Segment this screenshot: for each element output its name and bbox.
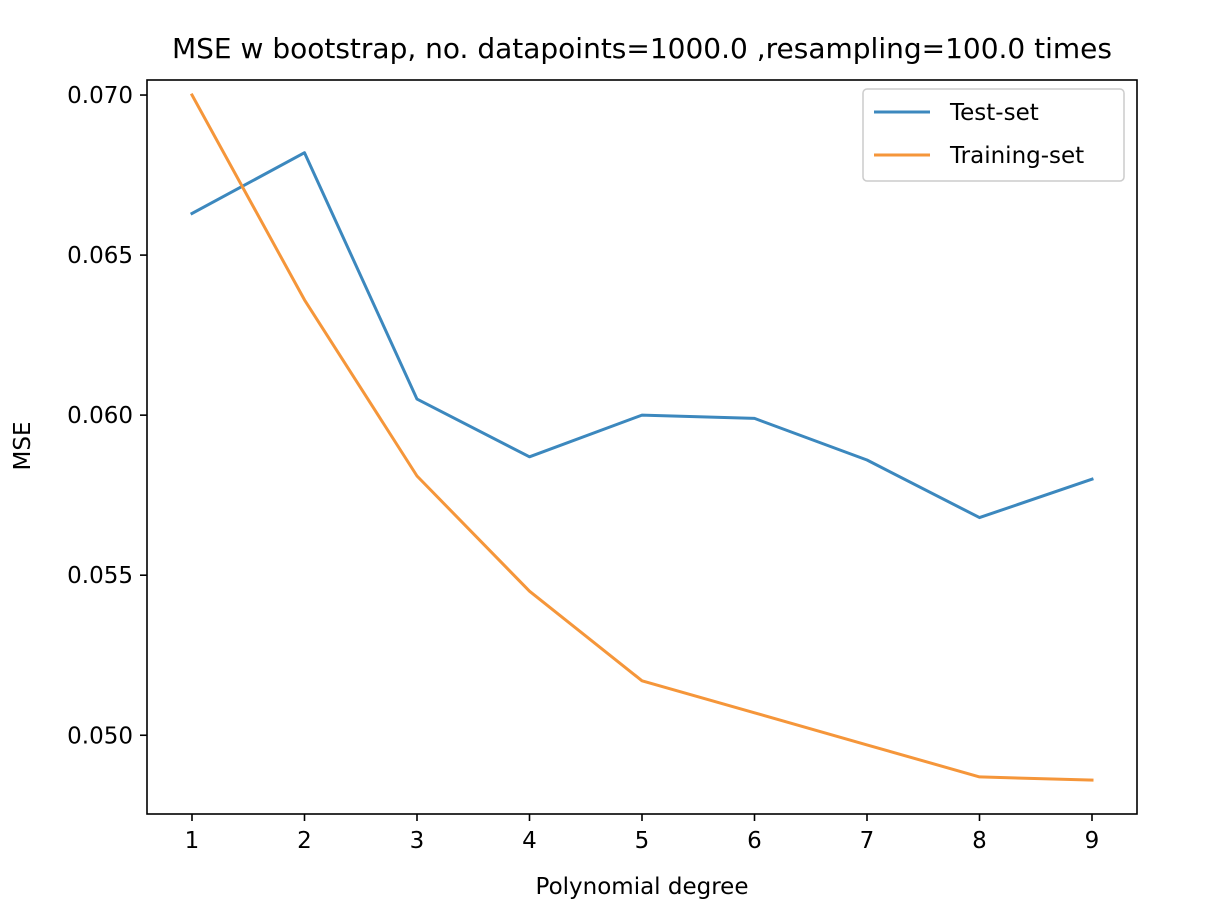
series-line-training-set bbox=[189, 92, 1094, 782]
x-tick-label: 3 bbox=[410, 828, 425, 854]
x-tick-label: 2 bbox=[297, 828, 312, 854]
x-tick-label: 4 bbox=[522, 828, 537, 854]
legend-label-training-set: Training-set bbox=[949, 143, 1084, 169]
y-axis-label: MSE bbox=[10, 422, 36, 471]
x-tick-label: 5 bbox=[635, 828, 650, 854]
x-tick-label: 7 bbox=[860, 828, 875, 854]
x-tick-label: 9 bbox=[1085, 828, 1100, 854]
x-tick-label: 1 bbox=[185, 828, 200, 854]
x-axis-ticks: 1 2 3 4 5 6 7 8 9 bbox=[185, 814, 1100, 854]
x-tick-label: 6 bbox=[747, 828, 762, 854]
y-tick-label: 0.070 bbox=[67, 83, 133, 109]
y-axis-ticks: 0.050 0.055 0.060 0.065 0.070 bbox=[67, 83, 147, 749]
x-tick-label: 8 bbox=[972, 828, 987, 854]
chart-title: MSE w bootstrap, no. datapoints=1000.0 ,… bbox=[172, 32, 1112, 65]
plot-area: 1 2 3 4 5 6 7 8 9 0.050 0.055 0.060 0.065 0.070 bbox=[67, 79, 1138, 854]
legend-label-test-set: Test-set bbox=[949, 100, 1039, 126]
y-tick-label: 0.050 bbox=[67, 723, 133, 749]
y-tick-label: 0.060 bbox=[67, 403, 133, 429]
y-tick-label: 0.055 bbox=[67, 563, 133, 589]
series-line-test-set bbox=[189, 151, 1094, 520]
x-axis-label: Polynomial degree bbox=[536, 874, 749, 900]
legend: Test-set Training-set bbox=[862, 88, 1125, 182]
y-tick-label: 0.065 bbox=[67, 243, 133, 269]
series-layer bbox=[189, 92, 1094, 782]
